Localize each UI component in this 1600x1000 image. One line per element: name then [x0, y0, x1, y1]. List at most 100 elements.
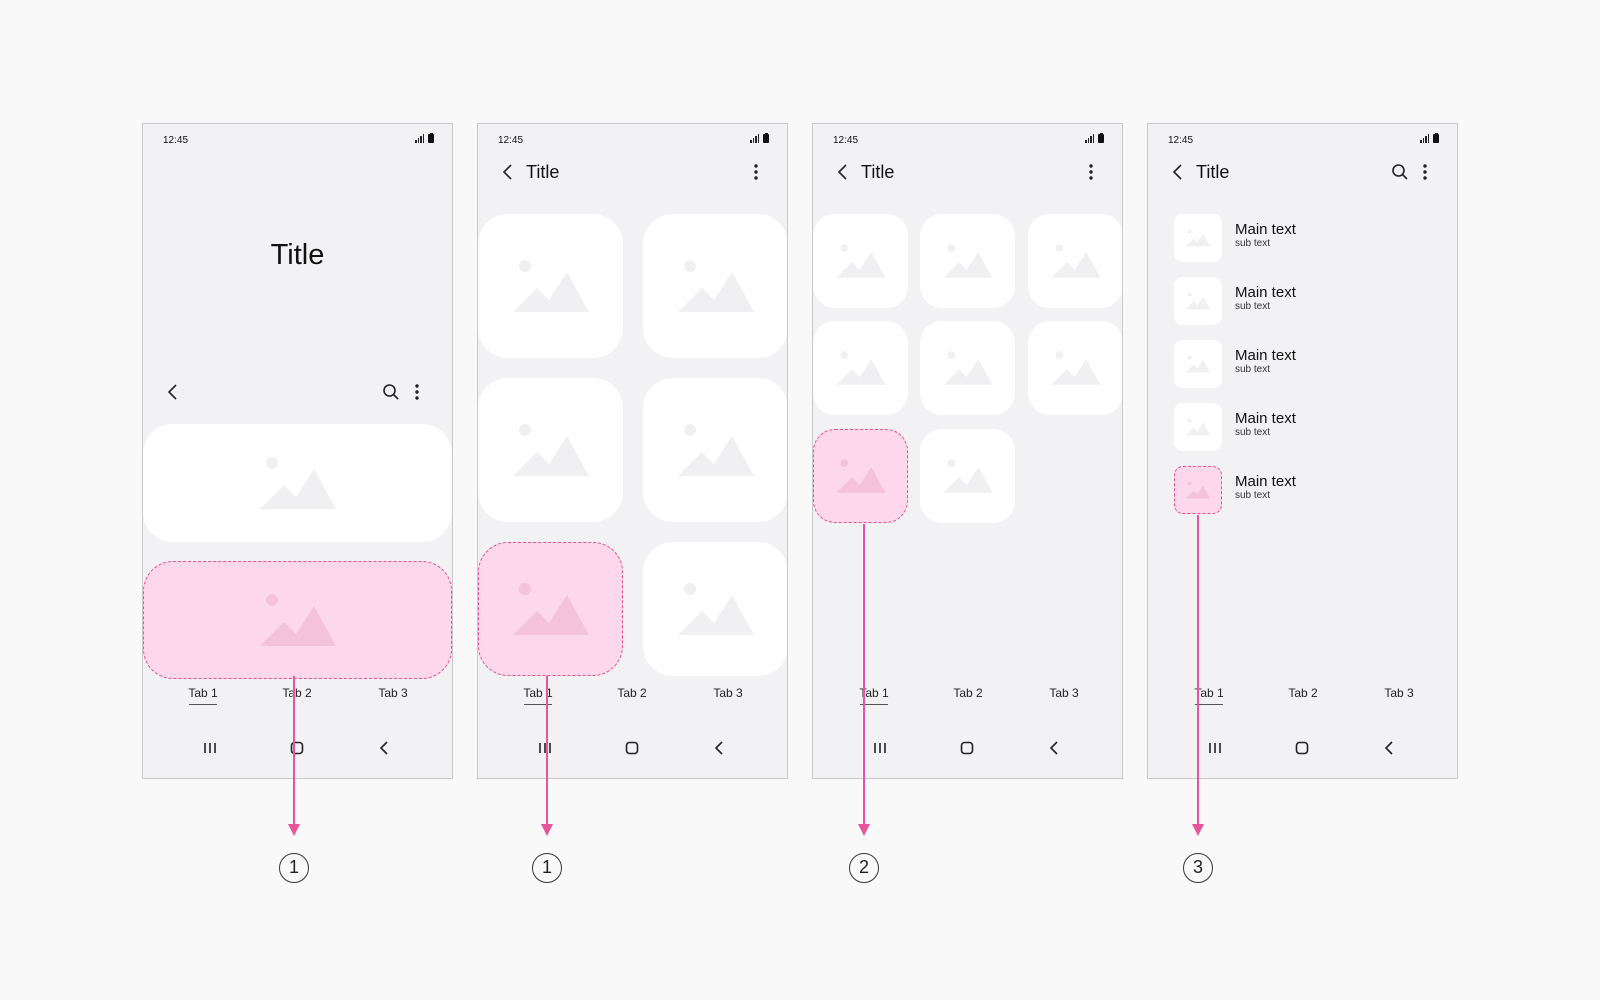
image-card[interactable] [920, 429, 1015, 523]
image-placeholder-icon [1185, 229, 1211, 247]
nav-back-icon[interactable] [707, 736, 731, 760]
more-icon[interactable] [405, 380, 429, 404]
list-sub-text: sub text [1235, 301, 1271, 312]
tab-bar: Tab 1 Tab 2 Tab 3 [143, 686, 452, 710]
annotation-arrow-line-4 [1197, 515, 1199, 828]
back-icon[interactable] [831, 160, 855, 184]
navigation-bar [143, 736, 452, 760]
callout-marker-2: 1 [532, 853, 562, 883]
tab-2[interactable]: Tab 2 [617, 686, 647, 700]
search-icon[interactable] [379, 380, 403, 404]
tab-3[interactable]: Tab 3 [378, 686, 408, 700]
search-icon[interactable] [1388, 160, 1412, 184]
phone-screen-4: 12:45 Title Main text sub text Main text… [1147, 123, 1458, 779]
image-placeholder-icon [1185, 355, 1211, 373]
image-placeholder-icon [835, 458, 887, 494]
home-icon[interactable] [620, 736, 644, 760]
recents-icon[interactable] [198, 736, 222, 760]
callout-marker-1: 1 [279, 853, 309, 883]
nav-back-icon[interactable] [1377, 736, 1401, 760]
list-thumbnail-highlighted [1174, 466, 1222, 514]
status-time: 12:45 [833, 135, 859, 146]
tab-3[interactable]: Tab 3 [1049, 686, 1079, 700]
list-thumbnail [1174, 277, 1222, 325]
recents-icon[interactable] [868, 736, 892, 760]
app-bar: Title [1148, 154, 1457, 190]
list-main-text: Main text [1235, 221, 1296, 238]
image-placeholder-icon [1050, 243, 1102, 279]
list-thumbnail [1174, 340, 1222, 388]
large-title: Title [270, 239, 325, 271]
image-placeholder-icon [258, 455, 338, 511]
signal-icon [415, 134, 424, 143]
image-placeholder-icon [942, 350, 994, 386]
annotation-arrow-head-1 [288, 824, 300, 836]
list-sub-text: sub text [1235, 490, 1271, 501]
tab-3[interactable]: Tab 3 [713, 686, 743, 700]
annotation-arrow-line-3 [863, 524, 865, 828]
app-bar: Title [813, 154, 1122, 190]
home-icon[interactable] [285, 736, 309, 760]
page-title: Title [861, 162, 895, 182]
annotation-arrow-head-2 [541, 824, 553, 836]
image-card-highlighted[interactable] [813, 429, 908, 523]
list-item[interactable]: Main text sub text [1174, 340, 1434, 388]
image-placeholder-icon [676, 422, 756, 478]
annotation-arrow-head-4 [1192, 824, 1204, 836]
tab-bar: Tab 1 Tab 2 Tab 3 [813, 686, 1122, 710]
image-card[interactable] [920, 214, 1015, 308]
tab-1[interactable]: Tab 1 [859, 686, 889, 700]
list-item-highlighted[interactable]: Main text sub text [1174, 466, 1434, 514]
battery-icon [428, 132, 434, 143]
image-card[interactable] [643, 542, 787, 676]
home-icon[interactable] [1290, 736, 1314, 760]
list-main-text: Main text [1235, 473, 1296, 490]
image-card[interactable] [643, 214, 787, 358]
image-card[interactable] [478, 378, 623, 522]
image-placeholder-icon [676, 581, 756, 637]
image-card[interactable] [143, 424, 452, 542]
more-icon[interactable] [1079, 160, 1103, 184]
back-icon[interactable] [1166, 160, 1190, 184]
image-card-highlighted[interactable] [143, 561, 452, 679]
tab-indicator [860, 704, 888, 705]
image-card[interactable] [1028, 214, 1122, 308]
image-card[interactable] [813, 321, 908, 415]
signal-icon [1085, 134, 1094, 143]
back-icon[interactable] [161, 380, 185, 404]
image-card[interactable] [813, 214, 908, 308]
more-icon[interactable] [744, 160, 768, 184]
image-card[interactable] [643, 378, 787, 522]
image-placeholder-icon [1185, 481, 1211, 499]
nav-back-icon[interactable] [372, 736, 396, 760]
recents-icon[interactable] [1203, 736, 1227, 760]
nav-back-icon[interactable] [1042, 736, 1066, 760]
image-placeholder-icon [258, 592, 338, 648]
list-item[interactable]: Main text sub text [1174, 214, 1434, 262]
image-placeholder-icon [835, 350, 887, 386]
image-card[interactable] [478, 214, 623, 358]
more-icon[interactable] [1413, 160, 1437, 184]
list-item[interactable]: Main text sub text [1174, 403, 1434, 451]
tab-2[interactable]: Tab 2 [1288, 686, 1318, 700]
image-card[interactable] [1028, 321, 1122, 415]
status-icons [1420, 132, 1439, 143]
image-placeholder-icon [942, 458, 994, 494]
recents-icon[interactable] [533, 736, 557, 760]
tab-bar: Tab 1 Tab 2 Tab 3 [1148, 686, 1457, 710]
tab-1[interactable]: Tab 1 [523, 686, 553, 700]
tab-1[interactable]: Tab 1 [188, 686, 218, 700]
tab-1[interactable]: Tab 1 [1194, 686, 1224, 700]
list-thumbnail [1174, 214, 1222, 262]
back-icon[interactable] [496, 160, 520, 184]
page-title: Title [1196, 162, 1230, 182]
tab-2[interactable]: Tab 2 [282, 686, 312, 700]
home-icon[interactable] [955, 736, 979, 760]
image-card[interactable] [920, 321, 1015, 415]
tab-indicator [524, 704, 552, 705]
list-item[interactable]: Main text sub text [1174, 277, 1434, 325]
tab-2[interactable]: Tab 2 [953, 686, 983, 700]
image-card-highlighted[interactable] [478, 542, 623, 676]
list-main-text: Main text [1235, 284, 1296, 301]
tab-3[interactable]: Tab 3 [1384, 686, 1414, 700]
